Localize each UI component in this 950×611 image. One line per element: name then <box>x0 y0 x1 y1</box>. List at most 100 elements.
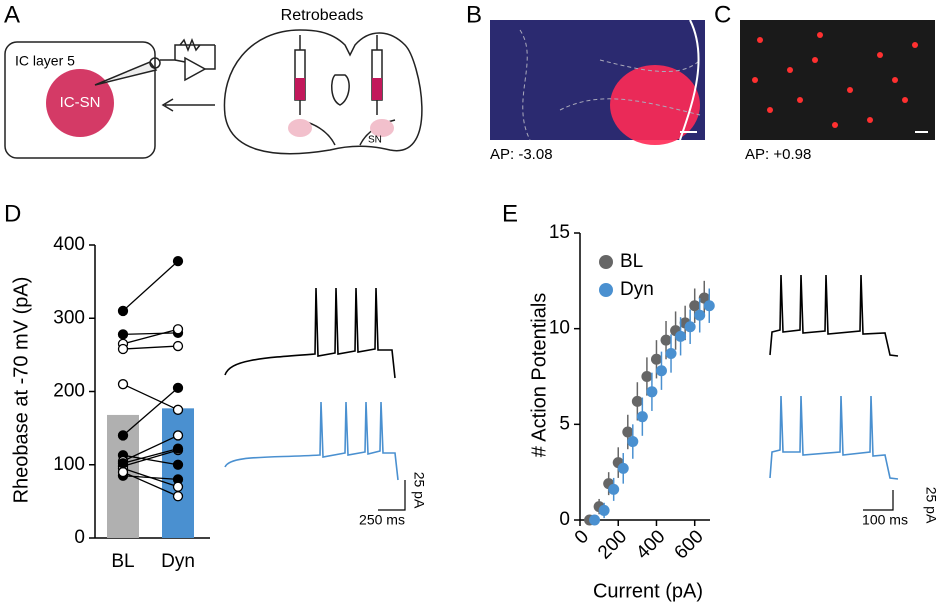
pair-line <box>122 260 179 312</box>
cell-dot <box>812 57 818 63</box>
scale-label: 25 pA <box>923 487 939 524</box>
region-label: SN <box>368 135 382 146</box>
pair-line <box>122 434 179 462</box>
point <box>622 426 634 438</box>
point <box>650 353 662 365</box>
y-axis-label: # Action Potentials <box>528 293 550 458</box>
pair-line <box>122 448 179 464</box>
paired-point <box>172 382 184 393</box>
x-tick-label: 600 <box>671 526 708 563</box>
point <box>665 348 677 360</box>
schematic <box>4 29 423 159</box>
pair-line <box>122 387 179 436</box>
paired-point <box>172 443 184 454</box>
paired-point <box>172 481 184 492</box>
pair-line <box>122 328 179 345</box>
legend-marker <box>599 283 613 297</box>
cell-dot <box>752 77 758 83</box>
point <box>641 371 653 382</box>
paired-point <box>117 343 129 355</box>
scale-label: 100 ms <box>862 512 908 528</box>
cell-label: IC-SN <box>60 94 101 111</box>
point <box>675 330 687 342</box>
point <box>608 483 620 495</box>
point <box>617 462 629 474</box>
pair-line <box>122 471 179 497</box>
cell-dot <box>877 52 883 58</box>
point <box>703 300 715 312</box>
point <box>646 386 658 398</box>
paired-point <box>172 340 184 352</box>
x-tick-label: Dyn <box>161 551 195 572</box>
paired-point <box>117 329 129 340</box>
x-tick-label: 0 <box>571 526 593 548</box>
y-tick-label: 10 <box>549 318 570 339</box>
y-axis-label: Rheobase at -70 mV (pA) <box>10 277 32 504</box>
cell-dot <box>817 32 823 38</box>
pair-line <box>122 449 179 467</box>
paired-point <box>117 379 129 390</box>
scale-label: 25 pA <box>411 472 427 509</box>
panel-label: C <box>714 1 731 28</box>
x-tick-label: 200 <box>594 526 631 563</box>
point <box>636 411 648 423</box>
point <box>655 365 667 377</box>
cell-dot <box>757 37 763 43</box>
y-tick-label: 100 <box>53 454 85 475</box>
point <box>689 300 701 312</box>
point <box>660 334 672 346</box>
panel-label: E <box>502 200 518 227</box>
scale-label: 250 ms <box>359 512 405 528</box>
point <box>631 395 643 407</box>
paired-point <box>172 430 184 441</box>
image-caption: AP: +0.98 <box>745 146 811 163</box>
x-tick-label: BL <box>111 551 134 572</box>
pair-line <box>122 332 179 336</box>
y-tick-label: 400 <box>53 234 85 255</box>
paired-point <box>172 324 184 335</box>
traces <box>224 274 899 511</box>
x-axis-label: Current (pA) <box>593 580 703 602</box>
y-tick-label: 200 <box>53 381 85 402</box>
cell-dot <box>867 117 873 123</box>
point <box>684 321 696 333</box>
box-label: IC layer 5 <box>15 53 75 69</box>
bar <box>162 408 194 538</box>
point <box>589 514 601 526</box>
legend-label: BL <box>620 251 643 272</box>
paired-point <box>117 305 129 317</box>
cell-dot <box>797 97 803 103</box>
cell-dot <box>847 87 853 93</box>
paired-point <box>172 404 184 415</box>
y-tick-label: 15 <box>549 222 570 243</box>
cell-dot <box>787 67 793 73</box>
panel-label: D <box>4 200 21 227</box>
legend-label: Dyn <box>620 279 654 300</box>
x-tick-label: 400 <box>632 526 669 563</box>
paired-point <box>117 466 129 478</box>
paired-point <box>172 255 184 267</box>
histology-image <box>490 19 705 145</box>
point <box>598 504 610 516</box>
pair-line <box>122 345 179 350</box>
pair-line <box>122 467 179 488</box>
panel-label: A <box>4 1 20 28</box>
y-tick-label: 0 <box>559 509 570 530</box>
paired-point <box>117 458 129 469</box>
cell-dot <box>902 97 908 103</box>
cell-dot <box>892 77 898 83</box>
cell-dot <box>767 107 773 113</box>
y-tick-label: 0 <box>74 527 85 548</box>
point <box>627 436 639 448</box>
cell-dot <box>832 122 838 128</box>
paired-point <box>117 430 129 441</box>
point <box>694 309 706 321</box>
paired-point <box>172 491 184 502</box>
injection-label: Retrobeads <box>281 7 364 24</box>
panel-label: B <box>466 1 482 28</box>
y-tick-label: 300 <box>53 307 85 328</box>
image-caption: AP: -3.08 <box>490 146 553 163</box>
y-tick-label: 5 <box>559 413 570 434</box>
fluorescence-image <box>740 20 935 140</box>
